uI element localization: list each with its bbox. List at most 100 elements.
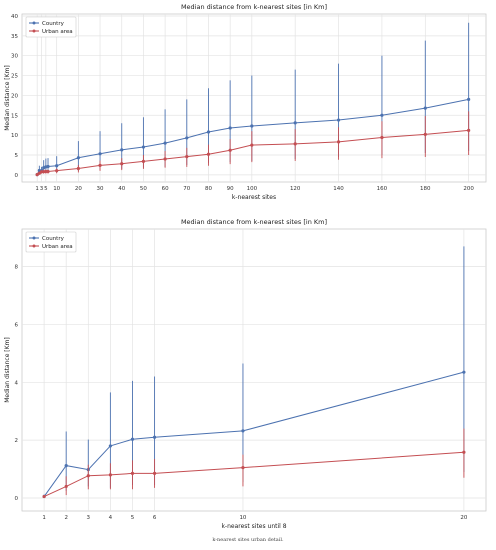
legend-marker (32, 244, 36, 248)
chart-title: Median distance from k-nearest sites [in… (181, 3, 327, 11)
legend-label: Urban area (42, 244, 73, 250)
y-tick-label: 10 (11, 133, 18, 139)
x-tick-label: 40 (118, 186, 125, 192)
x-tick-label: 100 (247, 186, 258, 192)
x-tick-label: 5 (44, 186, 48, 192)
x-tick-label: 1 (42, 515, 46, 521)
x-tick-label: 180 (420, 186, 431, 192)
data-point (467, 128, 471, 132)
chart-title: Median distance from k-nearest sites [in… (181, 218, 327, 226)
data-point (120, 162, 124, 166)
data-point (64, 463, 68, 468)
x-tick-label: 3 (87, 515, 91, 521)
y-tick-label: 4 (15, 380, 19, 386)
y-tick-label: 25 (11, 74, 18, 80)
data-point (423, 106, 427, 110)
y-tick-label: 30 (11, 54, 18, 60)
data-point (336, 140, 341, 144)
data-point (152, 471, 157, 475)
x-tick-label: 5 (131, 515, 135, 521)
data-point (98, 163, 102, 167)
data-point (46, 164, 50, 169)
data-point (250, 143, 254, 147)
data-point (86, 474, 90, 478)
legend-box (25, 231, 77, 253)
legend: Country Urban area (25, 16, 77, 38)
plot-area (21, 13, 487, 183)
legend-box (25, 16, 77, 38)
data-point (141, 145, 146, 149)
y-tick-label: 8 (15, 265, 19, 271)
x-tick-label: 6 (153, 515, 157, 521)
data-point (336, 118, 341, 122)
series-line (43, 451, 464, 497)
x-tick-label: 70 (183, 186, 190, 192)
x-tick-label: 4 (109, 515, 113, 521)
x-tick-label: 30 (97, 186, 104, 192)
data-point (130, 471, 135, 475)
data-point (55, 164, 59, 168)
data-point (152, 435, 157, 439)
data-point (185, 136, 189, 140)
y-tick-label: 0 (15, 173, 19, 179)
x-tick-label: 1 (35, 186, 39, 192)
y-tick-label: 35 (11, 34, 18, 40)
data-point (462, 370, 466, 374)
x-tick-label: 80 (205, 186, 212, 192)
data-point (228, 126, 232, 130)
x-tick-label: 140 (333, 186, 344, 192)
x-tick-label: 10 (53, 186, 60, 192)
x-tick-label: 2 (64, 515, 68, 521)
legend-marker (32, 236, 36, 240)
data-point (42, 494, 46, 499)
data-point (206, 152, 211, 156)
x-tick-label: 200 (463, 186, 474, 192)
x-tick-label: 120 (290, 186, 301, 192)
x-axis-label: k-nearest sites (232, 194, 276, 201)
legend-label: Country (42, 21, 65, 27)
y-tick-label: 0 (15, 496, 19, 502)
y-axis-label: Median distance [Km] (4, 65, 11, 131)
data-point (228, 148, 232, 152)
series-line (43, 371, 465, 497)
data-point (64, 484, 68, 489)
x-tick-label: 90 (227, 186, 234, 192)
data-point (108, 473, 112, 477)
x-tick-label: 60 (162, 186, 169, 192)
data-point (206, 130, 211, 134)
data-point (185, 154, 189, 159)
plot-area (21, 228, 487, 512)
x-tick-label: 10 (239, 515, 246, 521)
legend-marker (32, 21, 36, 25)
series-urban-area (42, 428, 466, 499)
data-point (293, 142, 297, 146)
x-tick-label: 3 (40, 186, 44, 192)
data-point (250, 124, 254, 128)
y-axis-label: Median distance [Km] (4, 337, 11, 403)
data-point (380, 135, 384, 140)
legend-label: Urban area (42, 29, 73, 35)
y-tick-label: 20 (11, 93, 18, 99)
y-tick-label: 6 (15, 322, 19, 328)
data-point (98, 152, 102, 156)
y-tick-label: 5 (15, 153, 19, 159)
data-point (380, 113, 384, 117)
data-point (467, 97, 471, 101)
series-urban-area (35, 111, 471, 177)
data-point (46, 169, 50, 174)
data-point (241, 429, 245, 433)
data-point (130, 437, 135, 441)
legend-label: Country (42, 236, 65, 242)
y-tick-label: 2 (15, 438, 19, 444)
x-tick-label: 50 (140, 186, 147, 192)
x-tick-label: 20 (460, 515, 467, 521)
chart-2: 0 2 4 6 8 1 2 3 4 5 6 10 20 Median distance from k-ne… (4, 218, 487, 530)
data-point (163, 157, 167, 161)
x-tick-label: 160 (377, 186, 388, 192)
data-point (293, 121, 297, 125)
data-point (76, 166, 80, 171)
data-point (423, 132, 427, 136)
x-axis-label: k-nearest sites until 8 (221, 523, 286, 530)
data-point (163, 141, 167, 145)
